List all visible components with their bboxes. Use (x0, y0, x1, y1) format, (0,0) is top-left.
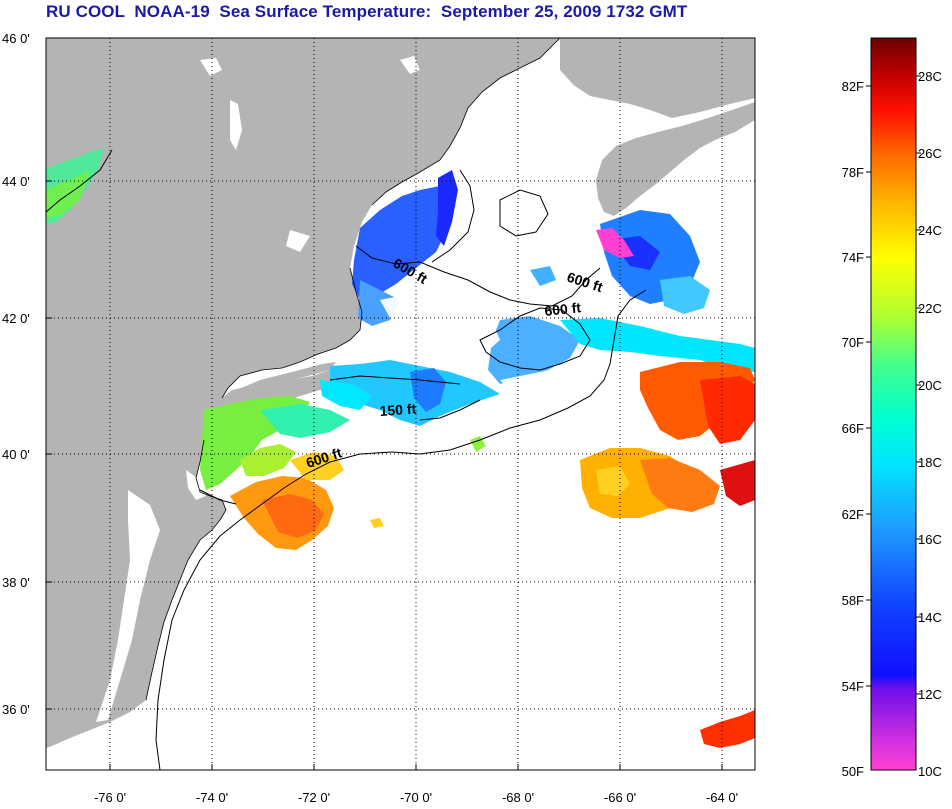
long-island (232, 362, 336, 392)
lon-label: -76 0' (94, 790, 126, 805)
contour-label-150ft: 150 ft (379, 400, 417, 419)
cloud-cover (380, 160, 600, 404)
colorbar-c-label: 22C (918, 301, 942, 316)
colorbar-c-label: 28C (918, 69, 942, 84)
colorbar-f-label: 62F (842, 507, 864, 522)
colorbar: 82F 78F 74F 70F 66F 62F 58F 54F 50F 28C … (842, 37, 942, 779)
lat-label: 38 0' (2, 575, 30, 590)
nova-scotia (596, 102, 755, 216)
colorbar-f-label: 54F (842, 679, 864, 694)
colorbar-c-label: 16C (918, 532, 942, 547)
land-mass (46, 38, 560, 748)
lon-label: -68 0' (502, 790, 534, 805)
lat-label: 40 0' (2, 447, 30, 462)
map-title: RU COOL NOAA-19 Sea Surface Temperature:… (46, 2, 688, 21)
lake-champlain (230, 100, 242, 150)
lat-label: 46 0' (2, 31, 30, 46)
lon-label: -64 0' (706, 790, 738, 805)
colorbar-c-label: 10C (918, 764, 942, 779)
colorbar-c-label: 12C (918, 687, 942, 702)
colorbar-c-label: 24C (918, 223, 942, 238)
colorbar-f-label: 58F (842, 593, 864, 608)
bay-of-fundy (548, 70, 640, 138)
colorbar-f-label: 78F (842, 165, 864, 180)
contour-label-600ft-georges: 600 ft (544, 299, 582, 319)
colorbar-c-label: 14C (918, 610, 942, 625)
lon-label: -72 0' (298, 790, 330, 805)
colorbar-c-label: 20C (918, 378, 942, 393)
lon-label: -66 0' (604, 790, 636, 805)
lat-label: 42 0' (2, 311, 30, 326)
depth-contours (46, 149, 647, 770)
lon-label: -74 0' (196, 790, 228, 805)
colorbar-c-label: 18C (918, 455, 942, 470)
colorbar-c-label: 26C (918, 146, 942, 161)
colorbar-f-label: 70F (842, 335, 864, 350)
colorbar-f-label: 82F (842, 79, 864, 94)
longitude-labels: -76 0' -74 0' -72 0' -70 0' -68 0' -66 0… (94, 790, 738, 805)
latitude-labels: 46 0' 44 0' 42 0' 40 0' 38 0' 36 0' (2, 31, 30, 717)
map-frame (45, 37, 756, 771)
canada-land (560, 38, 755, 118)
lat-label: 36 0' (2, 702, 30, 717)
axis-ticks (46, 37, 723, 770)
colorbar-f-label: 74F (842, 250, 864, 265)
chesapeake-bay (96, 490, 160, 722)
colorbar-gradient (870, 37, 917, 771)
lon-label: -70 0' (400, 790, 432, 805)
lat-label: 44 0' (2, 174, 30, 189)
colorbar-f-label: 50F (842, 764, 864, 779)
colorbar-f-label: 66F (842, 421, 864, 436)
